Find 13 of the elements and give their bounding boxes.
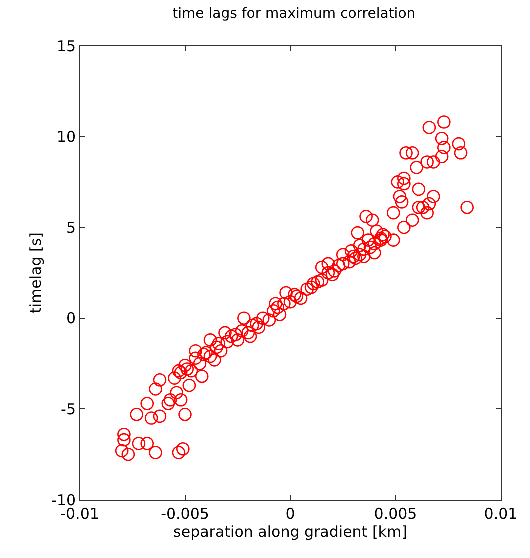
x-tick-label: 0.01 bbox=[484, 505, 518, 523]
y-tick-label: 0 bbox=[66, 310, 76, 328]
y-tick-label: 15 bbox=[56, 37, 76, 56]
x-tick-label: -0.005 bbox=[161, 505, 210, 523]
y-tick-label: -5 bbox=[61, 400, 76, 418]
y-tick-label: 10 bbox=[56, 128, 76, 146]
y-axis-title: timelag [s] bbox=[26, 232, 45, 314]
x-tick-label: 0 bbox=[286, 505, 296, 523]
chart-title: time lags for maximum correlation bbox=[172, 6, 416, 22]
x-tick-label: -0.01 bbox=[60, 505, 100, 523]
y-tick-label: 5 bbox=[66, 218, 76, 237]
x-tick-label: 0.005 bbox=[374, 505, 418, 523]
x-axis-title: separation along gradient [km] bbox=[174, 523, 408, 541]
